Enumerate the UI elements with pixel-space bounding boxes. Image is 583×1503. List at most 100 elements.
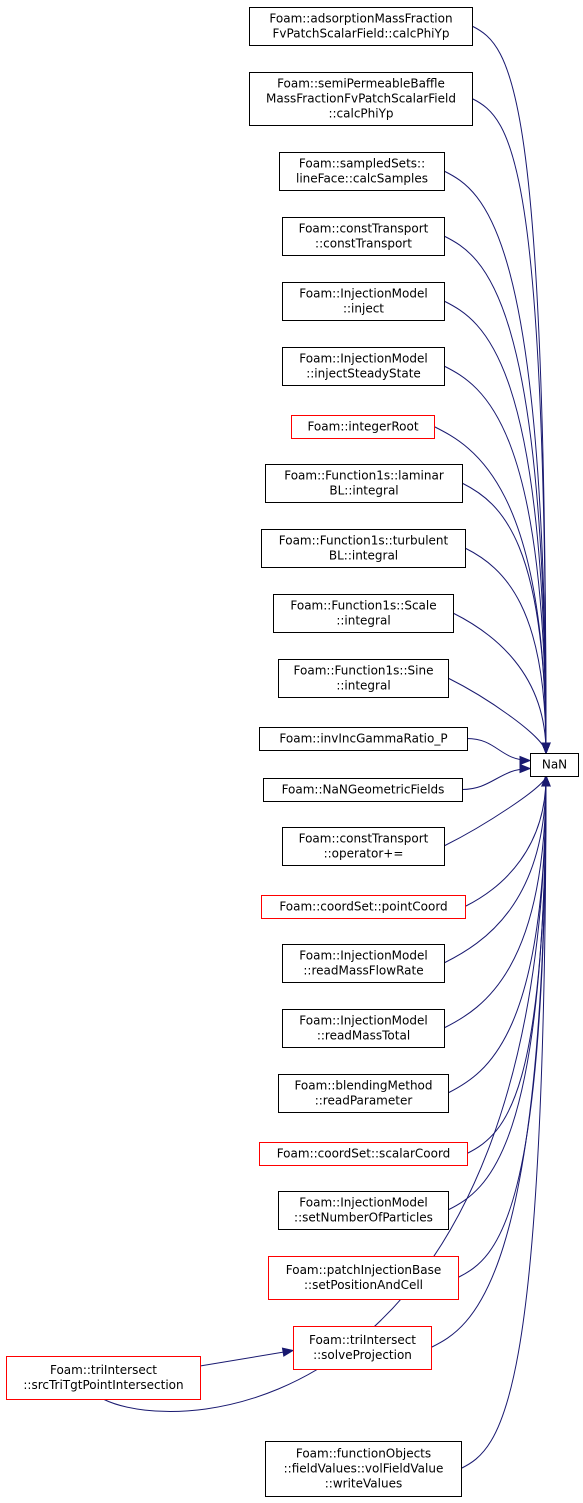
edge-line (461, 482, 547, 754)
node-box (249, 72, 473, 126)
node-label: FvPatchScalarField::calcPhiYp (273, 27, 450, 41)
node-consttransport-consttransport[interactable]: Foam::constTransport::constTransport (282, 217, 445, 256)
node-label: ::constTransport (315, 237, 412, 251)
node-box (261, 895, 466, 919)
node-injectionmodel-injectsteadystate[interactable]: Foam::InjectionModel::injectSteadyState (282, 347, 445, 386)
node-adsorptionmassfraction-fvpatchscalarfield-calcphiyp[interactable]: Foam::adsorptionMassFractionFvPatchScala… (249, 7, 473, 46)
node-label: lineFace::calcSamples (296, 172, 428, 186)
node-box (249, 7, 473, 46)
node-function1s-sine-integral[interactable]: Foam::Function1s::Sine::integral (278, 659, 449, 698)
node-box (278, 1191, 449, 1230)
node-label: Foam::adsorptionMassFraction (269, 12, 452, 26)
node-box (265, 464, 463, 503)
edge-line (464, 547, 547, 754)
node-label: Foam::constTransport (299, 222, 429, 236)
node-box (282, 217, 445, 256)
node-box (282, 282, 445, 321)
node-label: ::readMassTotal (317, 1029, 410, 1043)
node-label: Foam::semiPermeableBaffle (277, 77, 445, 91)
node-box (291, 415, 435, 439)
node-label: ::readParameter (315, 1094, 413, 1108)
edge-n23-to-n22 (199, 1347, 295, 1367)
edge-n12-to-target (466, 738, 532, 766)
node-coordset-scalarcoord[interactable]: Foam::coordSet::scalarCoord (259, 1142, 468, 1166)
edge-n21-to-target (457, 774, 551, 1278)
node-box (282, 1009, 445, 1048)
arrowhead (281, 1347, 295, 1357)
node-label: ::readMassFlowRate (303, 964, 423, 978)
edge-n2-to-target (471, 98, 551, 755)
node-semipermeablebaffle-massfractionfvpatchscalarfield-calcphiyp[interactable]: Foam::semiPermeableBaffleMassFractionFvP… (249, 72, 473, 126)
node-label: Foam::coordSet::scalarCoord (277, 1147, 451, 1161)
node-triintersect-srctritgtpointintersection[interactable]: Foam::triIntersect::srcTriTgtPointInters… (6, 1356, 201, 1400)
node-sampledsets-lineface-calcsamples[interactable]: Foam::sampledSets::lineFace::calcSamples (279, 152, 445, 191)
node-label: ::integral (336, 614, 390, 628)
node-label: Foam::Function1s::Sine (294, 664, 434, 678)
node-box (282, 827, 445, 866)
edge-line (464, 775, 547, 907)
edge-line (460, 775, 547, 1469)
node-patchinjectionbase-setpositionandcell[interactable]: Foam::patchInjectionBase::setPositionAnd… (268, 1256, 459, 1300)
node-injectionmodel-inject[interactable]: Foam::InjectionModel::inject (282, 282, 445, 321)
node-label: Foam::Function1s::turbulent (279, 534, 449, 548)
node-box (278, 659, 449, 698)
node-label: Foam::Function1s::laminar (284, 469, 444, 483)
edge-line (452, 612, 547, 754)
node-label: Foam::triIntersect (50, 1363, 157, 1377)
node-injectionmodel-readmasstotal[interactable]: Foam::InjectionModel::readMassTotal (282, 1009, 445, 1048)
node-label: Foam::InjectionModel (299, 1014, 427, 1028)
arrowhead (519, 763, 532, 774)
node-box (259, 1142, 468, 1166)
node-label: Foam::InjectionModel (299, 352, 427, 366)
node-label: Foam::integerRoot (307, 420, 418, 434)
edge-line (199, 1350, 294, 1367)
node-label: ::operator+= (324, 847, 404, 861)
node-label: Foam::blendingMethod (294, 1079, 432, 1093)
node-box (6, 1356, 201, 1400)
node-consttransport-operator[interactable]: Foam::constTransport::operator+= (282, 827, 445, 866)
node-box (265, 1441, 462, 1497)
node-label: Foam::invIncGammaRatio_P (279, 732, 447, 746)
edge-line (443, 775, 547, 1029)
edge-n19-to-target (466, 774, 551, 1154)
node-box (530, 753, 579, 777)
node-label: ::setPositionAndCell (304, 1278, 423, 1292)
arrowhead (541, 742, 551, 755)
edge-line (443, 775, 547, 964)
node-label: Foam::InjectionModel (299, 949, 427, 963)
edge-line (447, 775, 547, 1211)
node-box (261, 529, 466, 568)
edge-line (471, 98, 547, 754)
node-coordset-pointcoord[interactable]: Foam::coordSet::pointCoord (261, 895, 466, 919)
node-invincgammaratio-p[interactable]: Foam::invIncGammaRatio_P (259, 727, 468, 751)
node-integerroot[interactable]: Foam::integerRoot (291, 415, 435, 439)
target-node-nan: NaN (530, 753, 579, 777)
node-label: MassFractionFvPatchScalarField (266, 92, 456, 106)
node-label: Foam::InjectionModel (299, 287, 427, 301)
node-box (263, 778, 463, 802)
node-label: ::srcTriTgtPointIntersection (23, 1378, 183, 1392)
node-label: ::injectSteadyState (306, 367, 421, 381)
node-box (259, 727, 468, 751)
edge-n16-to-target (443, 774, 551, 964)
node-injectionmodel-readmassflowrate[interactable]: Foam::InjectionModel::readMassFlowRate (282, 944, 445, 983)
edge-line (447, 775, 547, 1094)
node-label: ::fieldValues::volFieldValue (284, 1462, 444, 1476)
node-triintersect-solveprojection[interactable]: Foam::triIntersect::solveProjection (293, 1326, 432, 1370)
edges (102, 25, 551, 1469)
node-nangeometricfields[interactable]: Foam::NaNGeometricFields (263, 778, 463, 802)
node-label: BL::integral (329, 484, 398, 498)
node-blendingmethod-readparameter[interactable]: Foam::blendingMethod::readParameter (278, 1074, 449, 1113)
edge-line (471, 25, 547, 754)
node-function1s-scale-integral[interactable]: Foam::Function1s::Scale::integral (273, 594, 454, 633)
edge-line (443, 775, 547, 847)
node-box (293, 1326, 432, 1370)
node-injectionmodel-setnumberofparticles[interactable]: Foam::InjectionModel::setNumberOfParticl… (278, 1191, 449, 1230)
edge-line (443, 170, 547, 754)
node-functionobjects-fieldvalues-volfieldvalue-writevalues[interactable]: Foam::functionObjects::fieldValues::volF… (265, 1441, 462, 1497)
node-label: Foam::functionObjects (296, 1447, 431, 1461)
node-box (268, 1256, 459, 1300)
